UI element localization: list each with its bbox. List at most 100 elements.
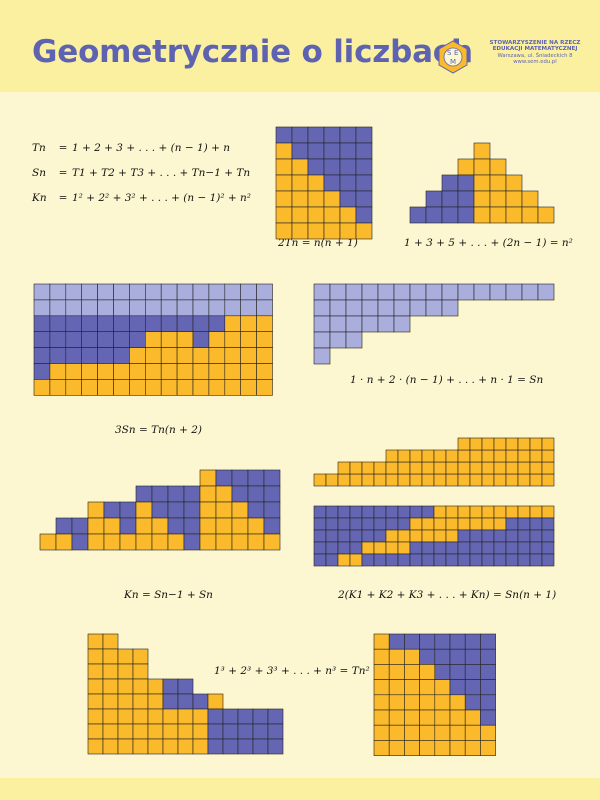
grid-cell (87, 648, 104, 665)
grid-cell (361, 517, 375, 531)
grid-cell (541, 473, 555, 487)
grid-cell (505, 461, 519, 475)
grid-cell (337, 541, 351, 555)
grid-cell (505, 437, 519, 451)
grid-cell (49, 299, 67, 317)
definition-s-lhs: Sn (32, 167, 46, 179)
sum-k-rectangle-diagram (313, 505, 555, 567)
grid-cell (349, 505, 363, 519)
grid-cell (355, 126, 373, 144)
grid-cell (361, 461, 375, 475)
grid-cell (404, 694, 420, 711)
grid-cell (291, 174, 309, 192)
grid-cell (33, 283, 51, 301)
grid-cell (339, 190, 357, 208)
grid-cell (473, 142, 491, 160)
grid-cell (81, 315, 98, 332)
grid-cell (493, 553, 507, 567)
grid-cell (388, 694, 405, 711)
grid-cell (65, 283, 83, 301)
grid-cell (192, 283, 210, 301)
grid-cell (469, 517, 483, 531)
grid-cell (404, 724, 420, 741)
grid-cell (421, 505, 435, 519)
grid-cell (160, 283, 178, 301)
grid-cell (449, 740, 466, 756)
grid-cell (505, 283, 523, 301)
grid-cell (160, 379, 178, 396)
grid-cell (113, 315, 130, 332)
grid-cell (313, 299, 331, 317)
grid-cell (129, 299, 146, 317)
footer-band (0, 778, 600, 800)
grid-cell (231, 533, 249, 551)
grid-cell (117, 648, 134, 665)
grid-cell (355, 206, 373, 224)
grid-cell (240, 299, 257, 317)
grid-cell (385, 517, 399, 531)
grid-cell (449, 694, 466, 711)
grid-cell (385, 461, 399, 475)
grid-cell (167, 533, 185, 551)
grid-cell (441, 299, 459, 317)
grid-cell (177, 738, 194, 755)
grid-cell (313, 347, 331, 365)
grid-cell (49, 379, 67, 396)
grid-cell (517, 461, 531, 475)
grid-cell (473, 190, 491, 208)
grid-cell (481, 529, 495, 543)
grid-cell (419, 664, 436, 680)
grid-cell (489, 158, 507, 176)
grid-cell (49, 347, 67, 364)
grid-cell (419, 633, 436, 650)
grid-cell (240, 315, 257, 332)
grid-cell (457, 505, 471, 519)
weighted-sum-staircase-diagram (313, 283, 555, 365)
grid-cell (145, 363, 162, 380)
grid-cell (97, 315, 114, 332)
grid-cell (208, 363, 226, 380)
organization-info: STOWARZYSZENIE NA RZECZ EDUKACJI MATEMAT… (474, 40, 596, 65)
grid-cell (433, 505, 447, 519)
grid-cell (529, 505, 543, 519)
grid-cell (307, 174, 325, 192)
grid-cell (275, 206, 293, 224)
grid-cell (361, 505, 375, 519)
grid-cell (247, 485, 265, 503)
grid-cell (421, 517, 435, 531)
grid-cell (480, 724, 496, 741)
grid-cell (275, 126, 293, 144)
grid-cell (313, 517, 327, 531)
grid-cell (132, 738, 149, 755)
grid-cell (177, 678, 194, 695)
grid-cell (113, 283, 130, 301)
grid-cell (263, 485, 281, 503)
grid-cell (388, 648, 405, 665)
caption-two-triangles: 2Tn = n(n + 1) (278, 237, 358, 249)
grid-cell (434, 633, 451, 650)
grid-cell (445, 529, 459, 543)
grid-cell (256, 283, 273, 301)
grid-cell (240, 379, 257, 396)
grid-cell (361, 299, 379, 317)
grid-cell (162, 708, 179, 725)
grid-cell (329, 299, 347, 317)
grid-cell (419, 724, 436, 741)
grid-cell (493, 529, 507, 543)
grid-cell (397, 541, 411, 555)
grid-cell (167, 517, 185, 535)
grid-cell (505, 190, 523, 208)
grid-cell (183, 501, 201, 519)
grid-cell (541, 505, 555, 519)
grid-cell (215, 485, 233, 503)
grid-cell (434, 679, 451, 696)
grid-cell (81, 331, 98, 348)
grid-cell (361, 283, 379, 301)
grid-cell (388, 633, 405, 650)
grid-cell (329, 315, 347, 333)
grid-cell (102, 648, 119, 665)
grid-cell (457, 174, 475, 192)
grid-cell (49, 315, 67, 332)
grid-cell (102, 663, 119, 680)
